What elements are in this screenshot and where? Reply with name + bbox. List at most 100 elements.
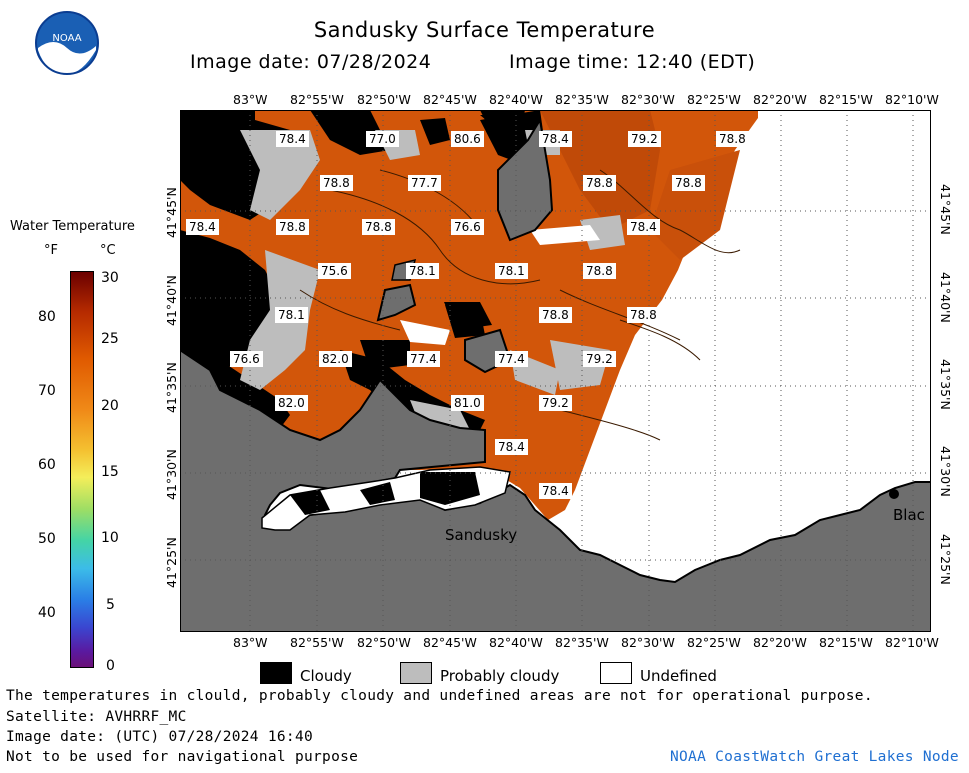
temp-label: 78.4 — [495, 439, 528, 455]
island — [497, 117, 554, 242]
lat-tick-left: 41°35'N — [164, 362, 179, 413]
f-tick: 60 — [38, 457, 56, 473]
lon-tick-top: 82°50'W — [357, 92, 411, 107]
graticule — [180, 110, 931, 632]
c-tick: 25 — [101, 331, 119, 347]
undefined-area — [400, 320, 450, 345]
f-tick: 50 — [38, 531, 56, 547]
lon-tick-bottom: 82°50'W — [357, 635, 411, 650]
lon-tick-bottom: 82°35'W — [555, 635, 609, 650]
cloud-area — [360, 482, 395, 505]
temp-label: 77.4 — [495, 351, 528, 367]
lon-tick-bottom: 82°30'W — [621, 635, 675, 650]
lon-tick-top: 82°30'W — [621, 92, 675, 107]
temp-label: 78.8 — [320, 175, 353, 191]
temp-label: 79.2 — [539, 395, 572, 411]
lon-tick-bottom: 82°25'W — [687, 635, 741, 650]
temp-label: 77.0 — [366, 131, 399, 147]
footer-disclaimer: The temperatures in clould, probably clo… — [6, 688, 873, 704]
lat-tick-left: 41°30'N — [164, 449, 179, 500]
lat-tick-right: 41°40'N — [938, 272, 953, 323]
lat-tick-left: 41°45'N — [164, 187, 179, 238]
lon-tick-top: 82°15'W — [819, 92, 873, 107]
temp-label: 78.4 — [539, 131, 572, 147]
temp-label: 80.6 — [451, 131, 484, 147]
map-panel — [180, 110, 931, 632]
lon-tick-bottom: 82°20'W — [753, 635, 807, 650]
temp-label: 78.8 — [583, 175, 616, 191]
lon-tick-bottom: 82°40'W — [489, 635, 543, 650]
temp-label: 79.2 — [583, 351, 616, 367]
temp-label: 78.8 — [362, 219, 395, 235]
legend-label-undefined: Undefined — [640, 667, 717, 685]
lon-tick-top: 82°55'W — [290, 92, 344, 107]
lon-tick-top: 82°40'W — [489, 92, 543, 107]
colorbar — [70, 271, 94, 668]
legend-label-probably-cloudy: Probably cloudy — [440, 667, 560, 685]
temp-label: 82.0 — [319, 351, 352, 367]
place-label-blac: Blac — [893, 506, 925, 524]
legend-swatch-cloudy — [260, 662, 292, 684]
temp-label: 78.1 — [275, 307, 308, 323]
legend-swatch-probably-cloudy — [400, 662, 432, 684]
lat-tick-left: 41°40'N — [164, 275, 179, 326]
temp-label: 75.6 — [318, 263, 351, 279]
cloud-area — [420, 118, 450, 145]
colorbar-title: Water Temperature — [10, 219, 135, 234]
island — [376, 283, 417, 322]
c-tick: 15 — [101, 464, 119, 480]
image-date: Image date: 07/28/2024 — [190, 51, 432, 73]
lat-tick-left: 41°25'N — [164, 537, 179, 588]
map-title: Sandusky Surface Temperature — [313, 18, 656, 42]
lon-tick-top: 82°20'W — [753, 92, 807, 107]
lon-tick-bottom: 83°W — [233, 635, 268, 650]
lon-tick-bottom: 82°15'W — [819, 635, 873, 650]
c-tick: 10 — [101, 530, 119, 546]
temp-label: 82.0 — [275, 395, 308, 411]
temp-label: 76.6 — [230, 351, 263, 367]
unit-c: °C — [100, 243, 116, 258]
place-label-sandusky: Sandusky — [445, 526, 518, 544]
unit-f: °F — [44, 243, 58, 258]
footer-nav-warning: Not to be used for navigational purpose — [6, 749, 359, 765]
lon-tick-top: 82°10'W — [885, 92, 939, 107]
lat-tick-right: 41°30'N — [938, 446, 953, 497]
noaa-logo: NOAA — [35, 11, 99, 75]
temp-label: 78.8 — [672, 175, 705, 191]
temp-label: 78.8 — [276, 219, 309, 235]
image-time: Image time: 12:40 (EDT) — [509, 51, 756, 73]
lon-tick-bottom: 82°10'W — [885, 635, 939, 650]
temp-label: 78.4 — [186, 219, 219, 235]
temp-label: 78.1 — [495, 263, 528, 279]
temp-label: 78.8 — [583, 263, 616, 279]
probably-cloudy-area — [580, 215, 625, 250]
temp-label: 79.2 — [628, 131, 661, 147]
cloud-area — [180, 230, 275, 372]
lat-tick-right: 41°35'N — [938, 359, 953, 410]
probably-cloudy-area — [240, 130, 320, 220]
footer-credit: NOAA CoastWatch Great Lakes Node — [670, 749, 959, 765]
c-tick: 30 — [101, 270, 119, 286]
temp-label: 78.8 — [627, 307, 660, 323]
c-tick: 0 — [106, 658, 115, 674]
lon-tick-top: 82°25'W — [687, 92, 741, 107]
footer-satellite: Satellite: AVHRRF_MC — [6, 709, 187, 725]
footer-utc-date: Image date: (UTC) 07/28/2024 16:40 — [6, 729, 314, 745]
temp-label: 78.8 — [716, 131, 749, 147]
lon-tick-top: 83°W — [233, 92, 268, 107]
lon-tick-bottom: 82°45'W — [423, 635, 477, 650]
legend-swatch-undefined — [600, 662, 632, 684]
legend-label-cloudy: Cloudy — [300, 667, 352, 685]
temp-label: 76.6 — [451, 219, 484, 235]
temp-label: 78.4 — [539, 483, 572, 499]
lat-tick-right: 41°45'N — [938, 184, 953, 235]
c-tick: 20 — [101, 398, 119, 414]
c-tick: 5 — [106, 597, 115, 613]
city-marker — [889, 489, 899, 499]
lon-tick-top: 82°35'W — [555, 92, 609, 107]
temp-label: 78.4 — [276, 131, 309, 147]
cloud-area — [444, 302, 492, 330]
cloud-area — [420, 472, 480, 505]
cloud-area — [290, 490, 330, 515]
